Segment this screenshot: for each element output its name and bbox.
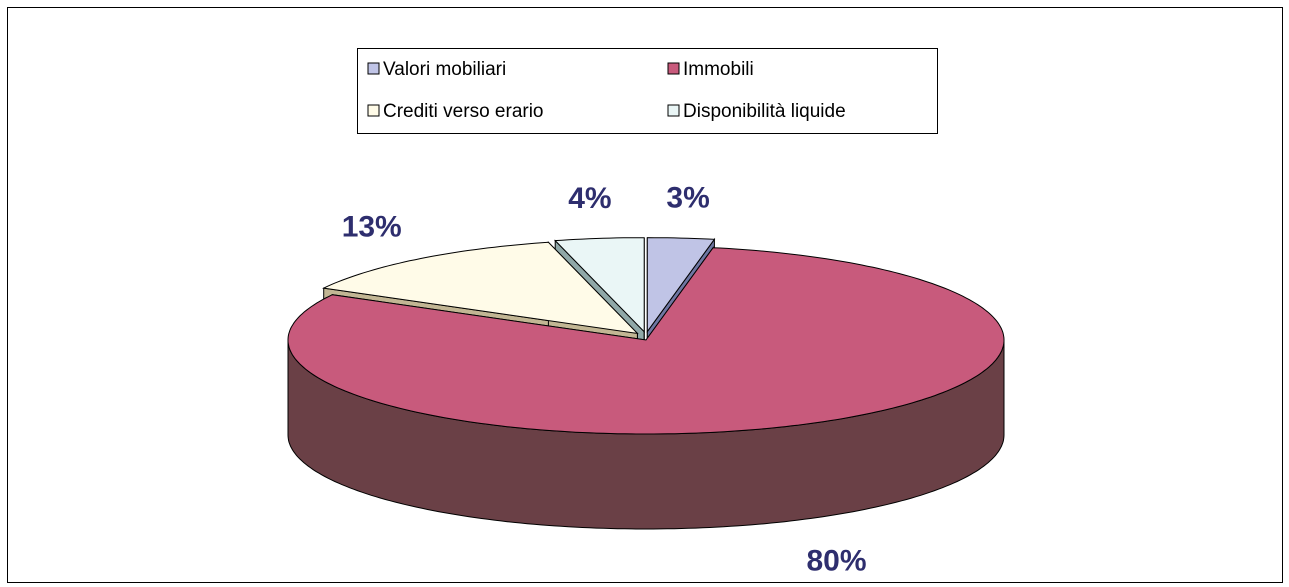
legend-box — [357, 48, 938, 134]
slice — [287, 247, 1005, 435]
slice — [322, 241, 639, 335]
legend-label: Valori mobiliari — [383, 59, 506, 80]
legend-swatch — [367, 62, 380, 75]
slice — [646, 237, 716, 334]
legend-label: Crediti verso erario — [383, 101, 544, 122]
legend-swatch — [667, 62, 680, 75]
data-label: 3% — [666, 182, 709, 215]
legend-label: Disponibilità liquide — [683, 101, 846, 122]
data-label: 80% — [807, 545, 867, 578]
data-label: 4% — [568, 182, 611, 215]
legend: Valori mobiliari Immobili Crediti verso er… — [367, 59, 846, 122]
legend-label: Immobili — [683, 59, 754, 80]
pie: 3% 80% 13% 4% — [287, 182, 1005, 578]
legend-swatch — [367, 104, 380, 117]
slice — [554, 237, 645, 333]
legend-swatch — [667, 104, 680, 117]
data-label: 13% — [342, 211, 402, 244]
